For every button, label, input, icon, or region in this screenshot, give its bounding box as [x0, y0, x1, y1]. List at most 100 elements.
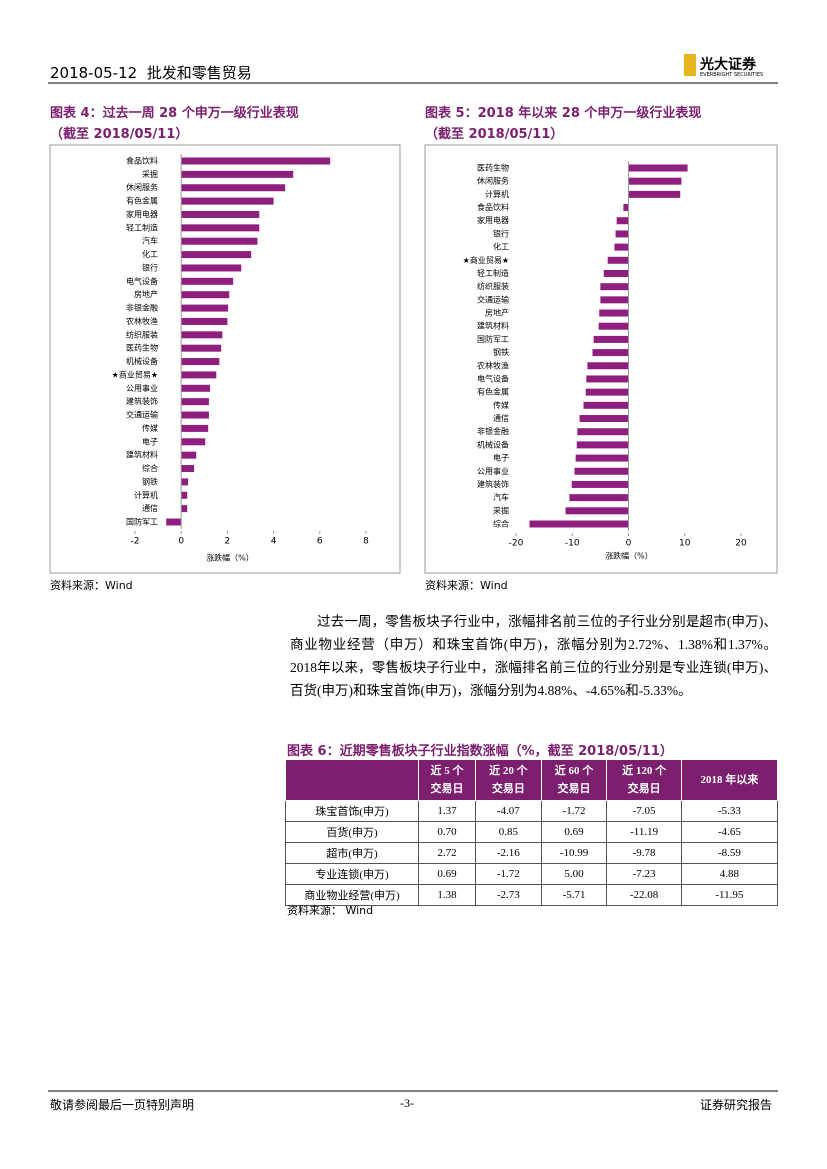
page-number: -3- — [400, 1096, 414, 1110]
bar — [614, 243, 629, 251]
bar — [166, 518, 182, 526]
industry: 批发和零售贸易 — [146, 64, 252, 82]
category-label: 轻工制造 — [126, 222, 158, 232]
x-tick-label: -20 — [509, 539, 524, 549]
table-cell: 0.69 — [540, 821, 608, 843]
table-cell: 超市(申万) — [285, 842, 419, 864]
logo-text: 光大证券 — [700, 57, 756, 73]
bar — [181, 491, 188, 499]
bar — [569, 494, 629, 502]
category-label: 轻工制造 — [477, 268, 509, 278]
category-label: 医药生物 — [477, 163, 509, 173]
table-cell: 0.85 — [474, 821, 542, 843]
category-label: 建筑装饰 — [126, 396, 158, 406]
source: 资料来源：Wind — [425, 579, 508, 592]
bar — [565, 507, 629, 515]
category-label: 银行 — [493, 228, 509, 238]
source: 资料来源：Wind — [50, 579, 133, 592]
header-line: 交易日 — [627, 783, 661, 795]
bar — [628, 177, 682, 185]
table-title: 图表 6：近期零售板块子行业指数涨幅（%，截至 2018/05/11） — [287, 744, 673, 759]
header-line: 近 120 个 — [622, 765, 667, 777]
table-cell: 0.70 — [418, 821, 476, 843]
category-label: 建筑装饰 — [477, 479, 509, 489]
header-cell: 近 5 个交易日 — [418, 759, 476, 801]
bar — [181, 197, 274, 205]
bar — [181, 424, 209, 432]
category-label: 银行 — [142, 262, 158, 272]
table-row: 百货(申万) 0.70 0.85 0.69 -11.19 -4.65 — [285, 821, 779, 843]
table-cell: 5.00 — [540, 863, 608, 885]
header-cell — [285, 759, 419, 801]
table-cell: -7.23 — [606, 863, 682, 885]
bar — [628, 164, 688, 172]
chart-title: 图表 4：过去一周 28 个申万一级行业表现 — [50, 106, 299, 121]
table-cell: 珠宝首饰(申万) — [285, 800, 419, 822]
x-tick-label: 10 — [679, 539, 691, 549]
bar — [577, 428, 629, 436]
bar — [579, 415, 629, 423]
footer-right: 证券研究报告 — [700, 1098, 773, 1112]
chart-frame — [424, 144, 778, 574]
category-label: 通信 — [142, 503, 158, 513]
table-cell: 商业物业经营(申万) — [285, 884, 419, 906]
bar — [181, 170, 294, 178]
header-line: 交易日 — [430, 783, 464, 795]
bar — [181, 465, 195, 473]
bar — [585, 388, 629, 396]
header-line: 2018 年以来 — [700, 774, 759, 786]
category-label: 化工 — [142, 249, 158, 259]
x-tick-label: 4 — [271, 537, 277, 547]
table-cell: 百货(申万) — [285, 821, 419, 843]
footer-left: 敬请参阅最后一页特别声明 — [50, 1098, 195, 1112]
table-cell: -10.99 — [540, 842, 608, 864]
category-label: 化工 — [493, 242, 509, 252]
source: 资料来源： Wind — [287, 904, 374, 917]
header-cell: 近 20 个交易日 — [474, 759, 542, 801]
category-label: 计算机 — [485, 189, 509, 199]
header-line: 交易日 — [491, 783, 525, 795]
x-tick-label: 0 — [178, 537, 184, 547]
category-label: 农林牧渔 — [477, 360, 509, 370]
table-cell: -5.33 — [680, 800, 779, 822]
category-label: 电气设备 — [477, 373, 509, 383]
category-label: 传媒 — [493, 400, 509, 410]
table-cell: -7.05 — [606, 800, 682, 822]
bar — [599, 309, 629, 317]
bar — [607, 256, 629, 264]
bar — [181, 451, 197, 459]
category-label: 电气设备 — [126, 276, 158, 286]
chart-title: 图表 5：2018 年以来 28 个申万一级行业表现 — [425, 106, 702, 121]
chart-subtitle: （截至 2018/05/11） — [50, 127, 189, 142]
table-cell: -4.65 — [680, 821, 779, 843]
header-line: 近 20 个 — [489, 765, 528, 777]
x-tick-label: -2 — [131, 537, 140, 547]
paragraph: 过去一周，零售板块子行业中，涨幅排名前三位的子行业分别是超市(申万)、商业物业经… — [290, 614, 777, 698]
category-label: 非银金融 — [477, 426, 509, 436]
table-cell: 1.37 — [418, 800, 476, 822]
category-label: 传媒 — [142, 423, 158, 433]
table-cell: -1.72 — [474, 863, 542, 885]
category-label: 采掘 — [493, 505, 509, 515]
table-cell: -2.73 — [474, 884, 542, 906]
date: 2018-05-12 — [50, 64, 138, 82]
category-label: 综合 — [493, 519, 509, 529]
bar — [600, 283, 629, 291]
category-label: 纺织服装 — [126, 329, 158, 339]
category-label: 采掘 — [142, 169, 158, 179]
bar — [181, 384, 211, 392]
bar — [587, 362, 629, 370]
category-label: 电子 — [142, 436, 158, 446]
category-label: 钢铁 — [493, 347, 509, 357]
bar — [575, 454, 629, 462]
table-cell: -4.07 — [474, 800, 542, 822]
category-label: 农林牧渔 — [126, 316, 158, 326]
category-label: 房地产 — [134, 289, 158, 299]
category-label: 休闲服务 — [126, 182, 158, 192]
bar — [603, 269, 629, 277]
category-label: 食品饮料 — [477, 202, 509, 212]
x-axis-label: 涨跌幅（%） — [206, 553, 254, 563]
table-cell: -11.19 — [606, 821, 682, 843]
category-label: 食品饮料 — [126, 156, 158, 166]
category-label: 家用电器 — [126, 209, 158, 219]
